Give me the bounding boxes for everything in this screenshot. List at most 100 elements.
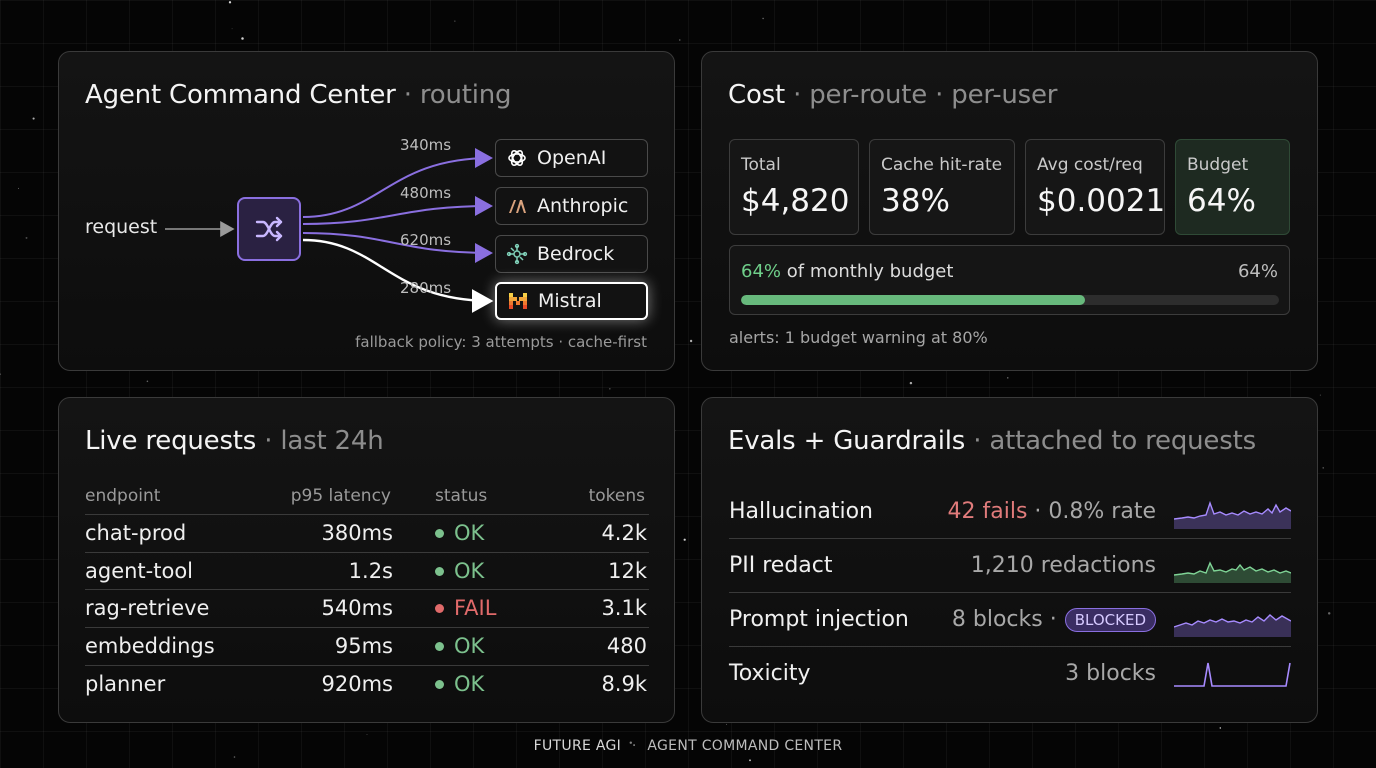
latency-bedrock: 620ms (400, 231, 452, 249)
row-tokens: 3.1k (601, 596, 647, 620)
cost-title-sub2: per-user (951, 80, 1058, 110)
row-latency: 920ms (321, 672, 393, 696)
fallback-policy-note: fallback policy: 3 attempts · cache-firs… (355, 333, 647, 351)
eval-redactions: 1,210 redactions (970, 553, 1156, 578)
star (231, 28, 233, 30)
column-header-latency[interactable]: p95 latency (290, 486, 391, 506)
row-latency: 1.2s (348, 559, 393, 583)
provider-name: Bedrock (537, 243, 615, 265)
stat-value: 38% (881, 183, 950, 219)
row-tokens: 12k (608, 559, 647, 583)
stat-label: Avg cost/req (1037, 155, 1143, 175)
row-status: OK (435, 672, 484, 696)
provider-bedrock[interactable]: Bedrock (495, 235, 648, 273)
column-header-tokens[interactable]: tokens (588, 486, 645, 506)
budget-progress-box: 64% of monthly budget 64% (729, 245, 1290, 315)
stat-avg-cost: Avg cost/req $0.0021 (1025, 139, 1165, 235)
eval-metric: 3 blocks (1065, 661, 1156, 686)
eval-row-toxicity[interactable]: Toxicity 3 blocks (729, 647, 1291, 701)
router-node[interactable] (237, 197, 301, 261)
star (683, 538, 686, 541)
star (1007, 377, 1009, 379)
provider-openai[interactable]: OpenAI (495, 139, 648, 177)
budget-progress-label: 64% of monthly budget (741, 261, 953, 282)
stat-label: Budget (1187, 155, 1249, 175)
row-status: OK (435, 521, 484, 545)
star (233, 756, 236, 758)
stat-value: 64% (1187, 183, 1256, 219)
budget-percent-right: 64% (1237, 261, 1278, 282)
provider-mistral[interactable]: Mistral (495, 282, 648, 320)
mistral-icon (507, 290, 529, 312)
row-tokens: 4.2k (601, 521, 647, 545)
table-row[interactable]: embeddings 95ms OK 480 (85, 627, 649, 665)
table-row[interactable]: rag-retrieve 540ms FAIL 3.1k (85, 589, 649, 627)
star (689, 339, 693, 343)
routing-panel: Agent Command Center · routing request (58, 51, 675, 371)
row-latency: 95ms (334, 634, 393, 658)
star (1327, 612, 1331, 615)
footer-brand-name: FUTURE AGI (533, 738, 622, 754)
routing-title-main: Agent Command Center (85, 80, 396, 110)
latency-anthropic: 480ms (400, 184, 452, 202)
live-title-main: Live requests (85, 426, 257, 456)
row-status: OK (435, 634, 484, 658)
stat-value: $4,820 (741, 183, 850, 219)
star (25, 236, 28, 239)
budget-percent-highlight: 64% (741, 261, 782, 282)
sparkline-toxicity (1174, 662, 1291, 687)
provider-anthropic[interactable]: Anthropic (495, 187, 648, 225)
eval-name: Toxicity (729, 661, 811, 686)
routing-lines (165, 148, 494, 313)
table-row[interactable]: planner 920ms OK 8.9k (85, 665, 649, 703)
sparkline-pii-redact (1174, 561, 1291, 583)
eval-metric: 1,210 redactions (971, 553, 1156, 578)
cost-panel: Cost · per-route · per-user Total $4,820… (701, 51, 1318, 371)
sparkline-hallucination (1174, 500, 1291, 529)
budget-progress-fill (741, 295, 1086, 305)
cost-title-main: Cost (728, 80, 786, 110)
column-header-status[interactable]: status (435, 486, 488, 506)
evals-title-main: Evals + Guardrails (728, 426, 966, 456)
row-latency: 380ms (321, 521, 393, 545)
row-endpoint: embeddings (85, 634, 215, 658)
live-title-sub: last 24h (280, 426, 384, 456)
request-label: request (85, 216, 158, 238)
star (228, 1, 232, 4)
status-dot-icon (435, 641, 444, 651)
provider-name: Mistral (538, 290, 602, 312)
eval-row-pii-redact[interactable]: PII redact 1,210 redactions (729, 539, 1291, 593)
star (32, 117, 35, 120)
footer-product-name: AGENT COMMAND CENTER (647, 738, 843, 754)
stat-label: Cache hit-rate (881, 155, 1003, 175)
route-line-anthropic (302, 196, 493, 225)
stat-budget: Budget 64% (1175, 139, 1290, 235)
cost-title-sub1: per-route (809, 80, 928, 110)
shuffle-icon (255, 216, 283, 242)
eval-metric: 8 blocks · BLOCKED (952, 607, 1156, 632)
table-row[interactable]: agent-tool 1.2s OK 12k (85, 552, 649, 590)
route-line-bedrock (302, 232, 493, 263)
row-endpoint: rag-retrieve (85, 596, 210, 620)
eval-row-hallucination[interactable]: Hallucination 42 fails · 0.8% rate (729, 485, 1291, 539)
star (366, 734, 368, 735)
star (749, 759, 751, 762)
eval-name: Prompt injection (729, 607, 909, 632)
status-dot-icon (435, 566, 444, 576)
stat-label: Total (741, 155, 781, 175)
table-row[interactable]: chat-prod 380ms OK 4.2k (85, 514, 649, 552)
live-title: Live requests · last 24h (85, 426, 384, 456)
eval-metric: 42 fails · 0.8% rate (947, 499, 1156, 524)
eval-blocks: 3 blocks (1065, 661, 1156, 686)
eval-name: Hallucination (729, 499, 873, 524)
budget-progress-track (741, 295, 1279, 305)
column-header-endpoint[interactable]: endpoint (85, 486, 161, 506)
anthropic-icon (506, 195, 528, 217)
budget-alerts: alerts: 1 budget warning at 80% (729, 328, 988, 347)
provider-name: Anthropic (537, 195, 629, 217)
footer-separator: · (631, 738, 637, 754)
eval-row-prompt-injection[interactable]: Prompt injection 8 blocks · BLOCKED (729, 593, 1291, 647)
star (762, 17, 764, 20)
stat-cache-hit-rate: Cache hit-rate 38% (869, 139, 1015, 235)
eval-name: PII redact (729, 553, 833, 578)
